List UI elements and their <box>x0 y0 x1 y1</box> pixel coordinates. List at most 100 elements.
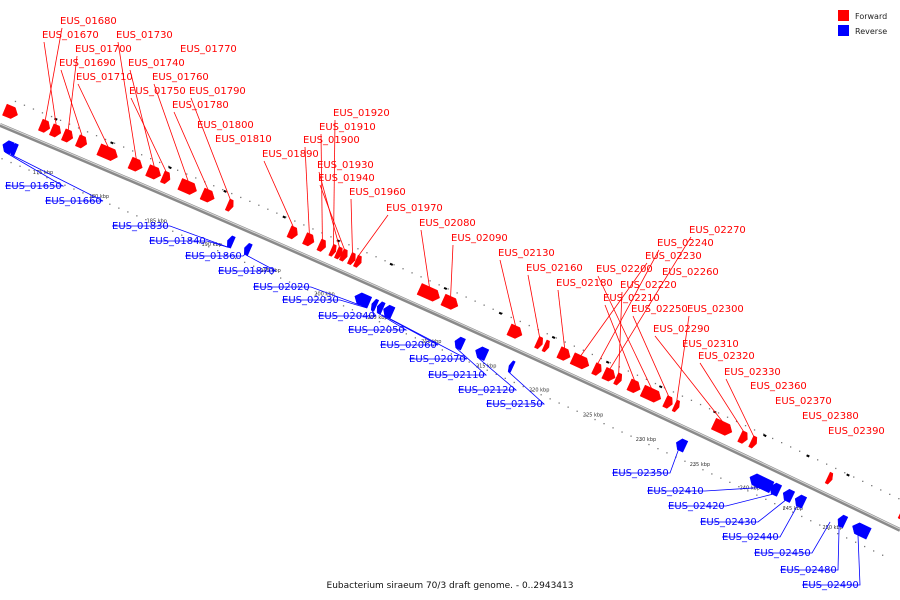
gene-label: EUS_01910 <box>319 122 376 133</box>
legend: Forward Reverse <box>838 10 887 36</box>
outer-track-dot <box>393 264 395 266</box>
leader-line <box>190 97 231 200</box>
outer-track-dot <box>862 480 864 482</box>
inner-track-dot <box>531 390 533 392</box>
inner-track-dot <box>567 406 569 408</box>
outer-track-dot <box>213 185 215 187</box>
tick-mark <box>658 385 663 389</box>
outer-track-dot <box>168 165 170 167</box>
leader-line <box>282 299 366 308</box>
gene-label: EUS_02330 <box>724 367 781 378</box>
gene-arrow <box>782 488 796 503</box>
leader-line <box>112 225 228 248</box>
leader-line <box>43 41 57 126</box>
tick-label: 225 kbp <box>583 413 603 419</box>
inner-track-dot <box>612 427 614 429</box>
leader-line <box>350 198 353 254</box>
outer-track-dot <box>483 304 485 306</box>
gene-label: EUS_01840 <box>149 236 206 247</box>
inner-track-dot <box>369 317 372 319</box>
gene-arrow <box>671 399 680 413</box>
leader-line <box>450 244 454 297</box>
tick-label: 220 kbp <box>529 388 549 394</box>
tick-label: 215 kbp <box>476 364 496 370</box>
tick-mark <box>110 141 114 145</box>
outer-track-dot <box>708 408 711 410</box>
leader-line <box>632 315 670 397</box>
gene-label: EUS_02040 <box>318 311 375 322</box>
outer-track-dot <box>465 296 467 298</box>
gene-arrow <box>591 362 602 376</box>
inner-track-dot <box>603 423 605 425</box>
outer-track-dot <box>699 403 702 406</box>
inner-track-dot <box>810 520 812 522</box>
inner-track-dot <box>342 305 345 307</box>
inner-dotted-track <box>1 158 884 556</box>
gene-arrow <box>159 170 171 185</box>
outer-track-dot <box>636 374 639 376</box>
gene-label: EUS_01810 <box>215 134 272 145</box>
gene-label: EUS_01790 <box>189 86 246 97</box>
outer-track-dot <box>267 208 269 210</box>
inner-track-dot <box>199 242 201 244</box>
gene-label: EUS_02430 <box>700 517 757 528</box>
gene-label: EUS_02350 <box>612 468 669 479</box>
gene-arrow <box>440 293 459 310</box>
outer-track-dot <box>222 189 224 191</box>
leader-line <box>4 151 65 187</box>
gene-arrow <box>96 143 118 161</box>
outer-track-dot <box>366 252 368 254</box>
inner-track-dot <box>423 341 425 343</box>
outer-track-dot <box>474 300 476 302</box>
leader-line <box>358 214 389 257</box>
forward-genes <box>2 103 900 520</box>
outer-track-dot <box>402 268 404 270</box>
gene-label: EUS_02200 <box>596 264 653 275</box>
inner-track-dot <box>576 410 578 412</box>
gene-arrow <box>454 336 466 351</box>
outer-track-dot <box>519 320 521 323</box>
gene-label: EUS_01970 <box>386 203 443 214</box>
leader-line <box>725 378 755 437</box>
gene-label: EUS_02080 <box>419 218 476 229</box>
legend-swatch-reverse <box>838 25 849 36</box>
leader-line <box>458 357 518 391</box>
leader-line <box>153 83 189 182</box>
leader-line <box>385 316 468 360</box>
leader-line <box>185 254 246 257</box>
inner-track-dot <box>244 261 246 263</box>
outer-track-dot <box>835 467 837 470</box>
gene-label: EUS_02050 <box>348 325 405 336</box>
outer-track-dot <box>546 333 548 335</box>
gene-arrow <box>748 435 758 449</box>
tick-mark <box>846 473 850 477</box>
gene-arrow <box>569 352 590 370</box>
tick-mark <box>389 262 394 266</box>
inner-track-dot <box>414 337 416 339</box>
outer-track-dot <box>41 112 44 114</box>
inner-track-dot <box>73 188 75 190</box>
gene-arrow <box>376 301 386 315</box>
leader-line <box>668 493 773 507</box>
outer-dotted-track <box>14 100 900 500</box>
inner-track-dot <box>351 309 354 311</box>
inner-track-dot <box>118 207 120 209</box>
inner-track-dot <box>702 469 704 471</box>
inner-track-dot <box>468 361 470 363</box>
leader-line <box>654 335 724 423</box>
leader-line <box>754 521 831 554</box>
gene-label: EUS_01900 <box>303 135 360 146</box>
gene-arrow <box>354 292 373 309</box>
outer-track-dot <box>150 158 152 160</box>
outer-track-dot <box>627 370 629 372</box>
inner-track-dot <box>819 524 821 526</box>
leader-line <box>612 449 679 474</box>
outer-track-dot <box>240 196 242 199</box>
outer-track-dot <box>86 131 89 133</box>
outer-track-dot <box>384 260 386 262</box>
outer-track-dot <box>249 200 251 202</box>
inner-track-dot <box>630 435 632 437</box>
gene-arrow <box>601 366 616 382</box>
reverse-genes <box>2 140 872 540</box>
gene-arrow <box>639 384 662 403</box>
